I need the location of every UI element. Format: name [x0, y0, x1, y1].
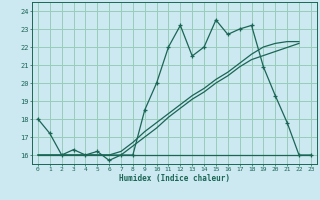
X-axis label: Humidex (Indice chaleur): Humidex (Indice chaleur) — [119, 174, 230, 183]
